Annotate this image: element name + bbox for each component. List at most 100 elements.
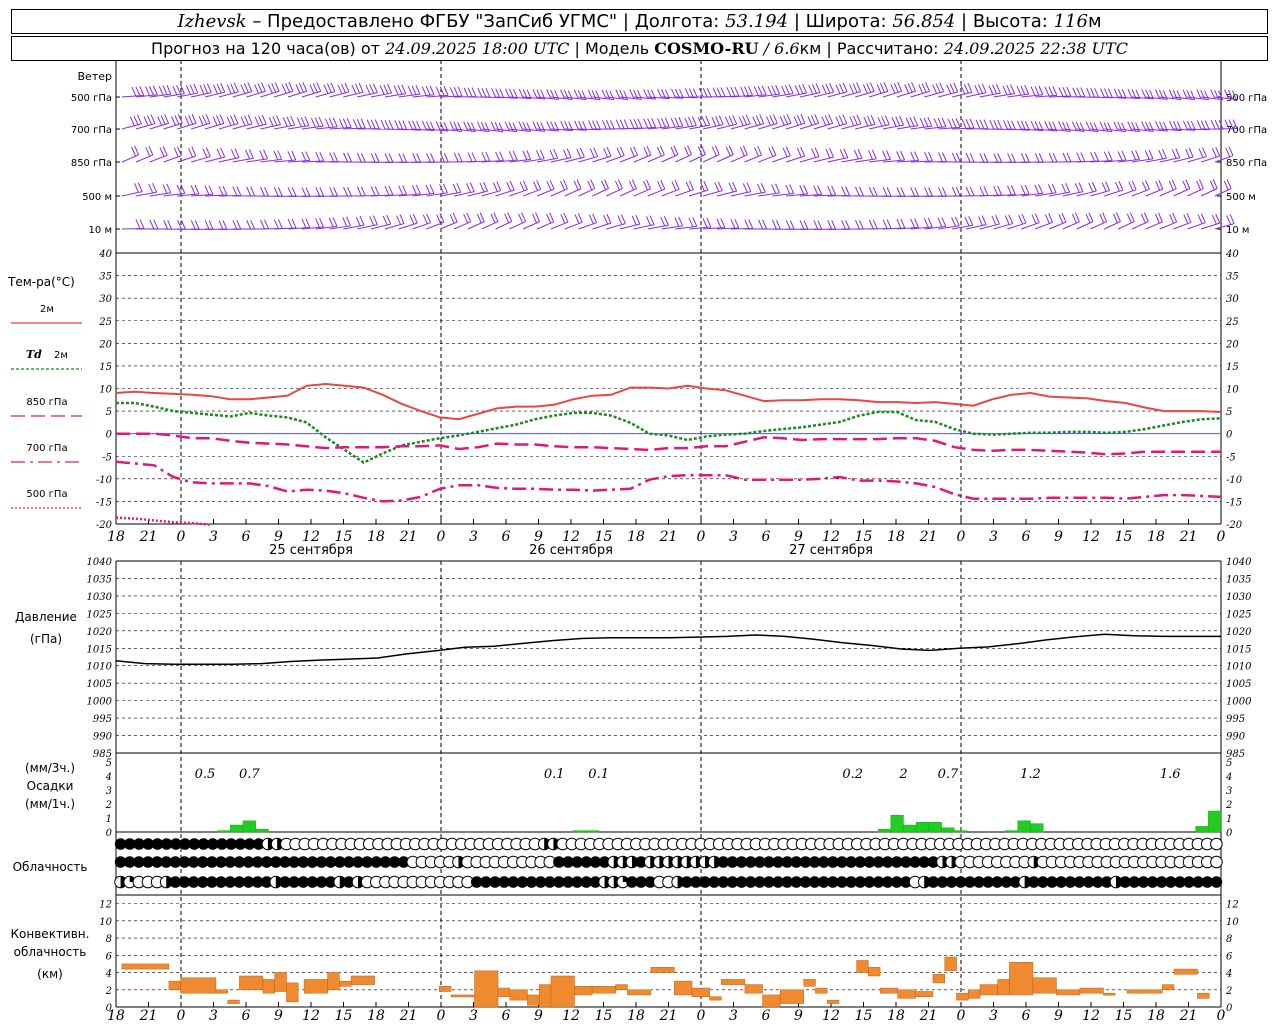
wind-feather [762, 219, 768, 230]
wind-feather [1204, 120, 1210, 130]
wind-barb [274, 90, 294, 98]
wind-feather [1209, 180, 1215, 191]
wind-feather [843, 148, 849, 158]
wind-barb [855, 123, 876, 130]
wind-feather [158, 85, 164, 96]
cloud-symbol [945, 876, 958, 888]
wind-feather [490, 213, 496, 224]
convective-bar [450, 994, 475, 998]
wind-feather [388, 153, 394, 163]
cloud-full [142, 838, 155, 850]
wind-feather [796, 147, 802, 158]
wind-feather [166, 84, 172, 95]
wind-barb [744, 154, 762, 163]
wind-feather [609, 90, 615, 100]
wind-barb [384, 93, 406, 98]
wind-feather [989, 119, 995, 130]
hour-label-bottom: 3 [209, 1008, 218, 1024]
wind-feather [629, 119, 635, 129]
wind-feather [453, 86, 459, 97]
wind-feather [386, 214, 392, 225]
precip-bar [954, 830, 968, 833]
wind-feather [332, 117, 338, 127]
wind-feather [933, 118, 939, 128]
cloud-full [1009, 876, 1022, 888]
cloud-full [1183, 876, 1195, 888]
cloud-symbol [187, 876, 200, 888]
wind-feather [226, 84, 232, 94]
cloud-full [1073, 876, 1086, 888]
wind-barb [523, 188, 541, 197]
wind-feather [856, 114, 862, 125]
wind-feather [953, 82, 959, 93]
convective-bar [497, 987, 511, 997]
wind-barb [191, 92, 212, 98]
cloud-symbol [1091, 876, 1104, 888]
cloud-ring [1210, 837, 1223, 851]
wind-barb [938, 225, 960, 230]
wind-feather [587, 180, 593, 191]
wind-barb [536, 157, 558, 163]
wind-feather [147, 115, 152, 125]
wind-feather [415, 84, 421, 95]
wind-barb [855, 158, 877, 163]
wind-feather [204, 185, 210, 196]
cloud-symbol [206, 876, 218, 888]
wind-feather [910, 187, 916, 197]
cloud-symbol [187, 856, 200, 868]
convective-bar [227, 999, 240, 1004]
cloud-symbol [206, 856, 218, 868]
cloud-full [881, 856, 894, 868]
wind-feather [439, 213, 445, 223]
cloud-symbol [142, 856, 154, 868]
calc-time: 24.09.2025 22:38 UTC [943, 39, 1128, 58]
wind-feather [467, 152, 473, 162]
wind-feather [1071, 213, 1077, 224]
cloud-full [927, 856, 940, 868]
prec-tick-right: 3 [1226, 786, 1232, 797]
wind-feather [148, 85, 154, 96]
hour-label: 9 [1054, 529, 1063, 545]
wind-barb [592, 155, 612, 163]
wind-feather [1126, 213, 1132, 224]
wind-feather [769, 115, 775, 125]
wind-feather [518, 88, 524, 99]
wind-feather [257, 83, 263, 93]
wind-feather [715, 116, 721, 126]
wind-feather [409, 214, 415, 225]
wind-feather [767, 85, 773, 96]
wind-feather [449, 214, 455, 224]
wind-feather [755, 115, 761, 125]
cloud-full [142, 856, 154, 868]
wind-feather [784, 84, 790, 95]
calc-label: | Рассчитано: [826, 39, 939, 58]
wind-feather [218, 220, 224, 230]
cloud-symbol [1146, 876, 1159, 888]
cloud-symbol [881, 876, 894, 888]
wind-barb [592, 222, 612, 230]
wind-feather [416, 121, 422, 131]
wind-feather [1016, 85, 1022, 96]
wind-feather [968, 216, 974, 226]
cloud-full [580, 876, 593, 888]
wind-feather [493, 212, 499, 222]
cloud-symbol [188, 838, 201, 850]
wind-feather [245, 149, 251, 160]
wind-barb [924, 91, 944, 98]
wind-barb [371, 194, 393, 197]
model-res-unit: км [799, 39, 822, 58]
wind-feather [1211, 147, 1217, 158]
wind-feather [839, 149, 845, 159]
wind-feather [574, 120, 580, 130]
wind-barb [1007, 93, 1029, 98]
wind-feather [230, 83, 236, 93]
wind-feather [771, 85, 777, 95]
wind-feather [955, 118, 961, 128]
wind-feather [872, 219, 878, 230]
wind-barb [509, 158, 531, 163]
cloud-symbol [717, 876, 730, 888]
cloud-full [580, 856, 593, 868]
wind-feather [997, 153, 1003, 163]
wind-barb [578, 128, 601, 131]
temp-tick-right: 20 [1225, 339, 1239, 350]
